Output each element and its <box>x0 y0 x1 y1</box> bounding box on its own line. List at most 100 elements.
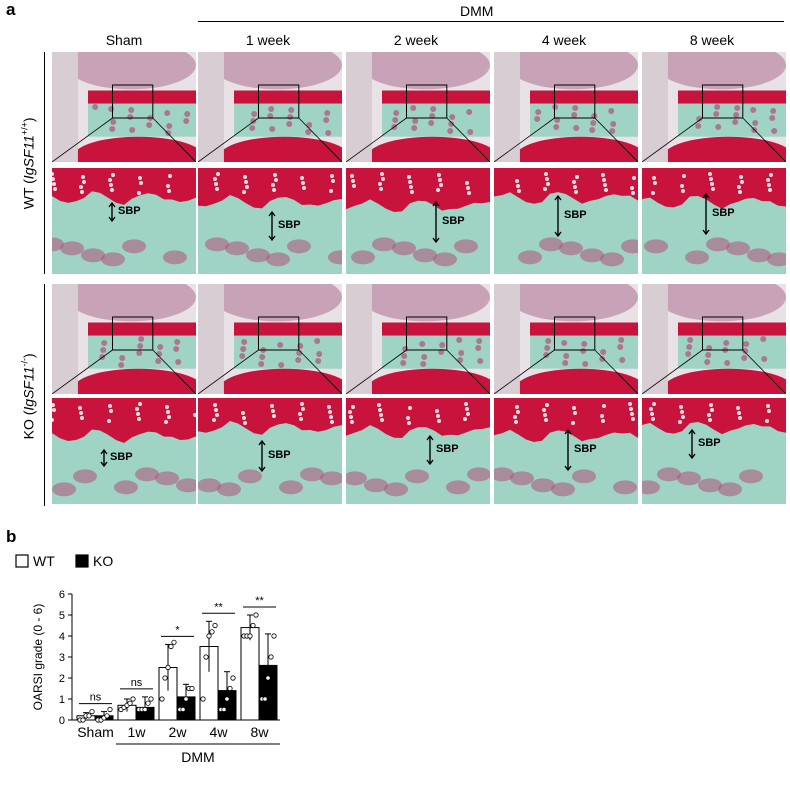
zoom-image-wt-8-week: SBP <box>642 168 786 274</box>
row-divider-wt <box>44 52 45 274</box>
significance-label: ns <box>90 692 102 704</box>
sbp-label: SBP <box>712 207 735 219</box>
sbp-label: SBP <box>698 437 721 449</box>
overview-image-ko-2-week <box>346 284 490 394</box>
sbp-label: SBP <box>278 219 301 231</box>
zoom-image-ko-sham: SBP <box>52 398 196 504</box>
data-point <box>145 700 151 706</box>
bar-wt-8w <box>240 627 260 721</box>
data-point <box>168 643 174 650</box>
data-point <box>250 622 256 629</box>
zoom-image-wt-1-week: SBP <box>198 168 342 274</box>
significance-label: ns <box>131 677 143 689</box>
legend-label-ko: KO <box>93 553 113 569</box>
data-point <box>209 629 215 635</box>
data-point <box>180 706 186 713</box>
data-point <box>86 713 92 719</box>
data-point <box>253 612 259 618</box>
sbp-label: SBP <box>268 449 291 461</box>
significance-label: ** <box>214 601 223 613</box>
col-head-8-week: 8 week <box>689 32 735 48</box>
sbp-label: SBP <box>436 443 459 455</box>
dmm-chart-label: DMM <box>181 749 214 765</box>
overview-image-wt-1-week <box>198 52 342 162</box>
y-tick-label: 2 <box>59 673 65 685</box>
x-tick-label-2w: 2w <box>169 724 188 740</box>
sbp-label: SBP <box>442 215 465 227</box>
zoom-image-ko-4-week: SBP <box>494 398 638 504</box>
data-point <box>104 713 110 719</box>
col-head-1-week: 1 week <box>245 32 291 48</box>
data-point <box>159 696 165 702</box>
data-point <box>80 717 86 723</box>
data-point <box>203 654 209 660</box>
data-point <box>262 696 268 702</box>
data-point <box>230 675 236 681</box>
y-tick-label: 4 <box>59 631 65 643</box>
data-point <box>200 696 206 702</box>
sbp-label: SBP <box>564 209 587 221</box>
legend-label-wt: WT <box>33 553 55 569</box>
chart-legend: WT KO <box>15 553 113 569</box>
significance-label: * <box>175 624 180 636</box>
overview-image-wt-sham <box>52 52 196 162</box>
overview-image-ko-sham <box>52 284 196 394</box>
oarsi-bar-chart: WT KO 0 1 2 3 4 5 6 OARSI grade (0 - 6) ns Sham ns 1w… <box>15 553 280 765</box>
zoom-image-ko-2-week: SBP <box>346 398 490 504</box>
overview-image-ko-1-week <box>198 284 342 394</box>
sbp-label: SBP <box>574 443 597 455</box>
dmm-group-line <box>198 21 784 22</box>
y-tick-label: 3 <box>59 652 65 664</box>
zoom-image-ko-1-week: SBP <box>198 398 342 504</box>
data-point <box>127 700 133 706</box>
x-tick-label-1w: 1w <box>128 724 147 740</box>
zoom-image-wt-sham: SBP <box>52 168 196 274</box>
row-divider-ko <box>44 284 45 506</box>
zoom-image-wt-2-week: SBP <box>346 168 490 274</box>
overview-image-wt-4-week <box>494 52 638 162</box>
y-axis-label: OARSI grade (0 - 6) <box>31 604 45 711</box>
overview-image-wt-8-week <box>642 52 786 162</box>
data-point <box>107 706 113 713</box>
panel-a-letter: a <box>6 0 16 19</box>
y-tick-label: 1 <box>59 694 65 706</box>
zoom-image-ko-8-week: SBP <box>642 398 786 504</box>
x-tick-label-8w: 8w <box>251 724 270 740</box>
data-point <box>162 675 168 681</box>
data-point <box>221 706 227 713</box>
data-point <box>271 633 277 639</box>
sbp-label: SBP <box>118 205 141 217</box>
legend-swatch-ko <box>75 554 89 568</box>
x-tick-label-4w: 4w <box>210 724 229 740</box>
data-point <box>212 622 218 629</box>
data-point <box>171 639 177 645</box>
panel-b-letter: b <box>6 527 17 546</box>
y-tick-label: 5 <box>59 610 65 622</box>
data-point <box>89 709 95 715</box>
dmm-group-label: DMM <box>460 3 494 19</box>
data-point <box>142 706 148 713</box>
zoom-image-wt-4-week: SBP <box>494 168 638 274</box>
overview-image-ko-4-week <box>494 284 638 394</box>
legend-swatch-wt <box>15 554 29 568</box>
y-tick-label: 6 <box>59 589 65 601</box>
col-head-sham: Sham <box>105 32 143 48</box>
data-point <box>247 633 253 639</box>
data-point <box>268 654 274 660</box>
data-point <box>183 696 189 702</box>
data-point <box>189 685 195 692</box>
significance-label: ** <box>255 595 264 607</box>
data-point <box>206 633 212 639</box>
data-point <box>165 664 171 671</box>
x-tick-label-sham: Sham <box>77 724 114 740</box>
data-point <box>227 685 233 692</box>
data-point <box>224 696 230 702</box>
col-head-4-week: 4 week <box>541 32 587 48</box>
data-point <box>148 696 154 702</box>
y-tick-label: 0 <box>59 715 65 727</box>
overview-image-wt-2-week <box>346 52 490 162</box>
sbp-label: SBP <box>110 451 133 463</box>
overview-image-ko-8-week <box>642 284 786 394</box>
data-point <box>265 675 271 681</box>
col-head-2-week: 2 week <box>393 32 439 48</box>
